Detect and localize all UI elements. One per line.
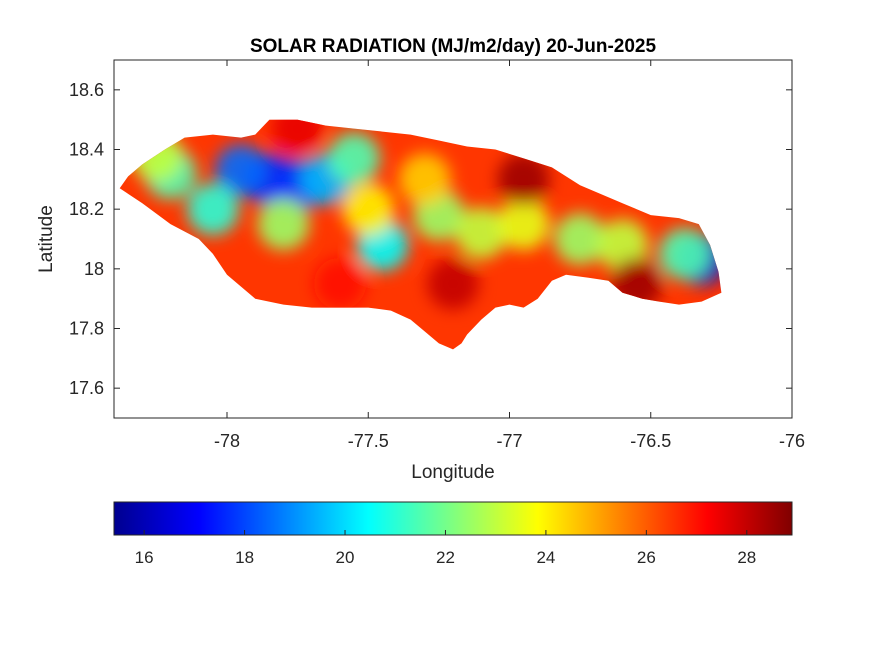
colorbar-tick-label: 18 — [235, 548, 254, 567]
radiation-cell — [186, 183, 239, 236]
chart-title: SOLAR RADIATION (MJ/m2/day) 20-Jun-2025 — [250, 36, 657, 57]
x-tick-label: -77 — [496, 431, 522, 451]
y-axis-label: Latitude — [36, 205, 57, 273]
radiation-cell — [328, 132, 381, 185]
colorbar: 16 18 20 22 24 26 28 — [113, 501, 793, 567]
y-tick-label: 17.6 — [69, 378, 104, 398]
radiation-cell — [342, 183, 395, 236]
radiation-cell — [497, 198, 550, 251]
radiation-cell — [554, 213, 607, 265]
x-axis-ticks: -78 -77.5 -77 -76.5 -76 — [214, 60, 805, 451]
y-tick-label: 18.6 — [69, 80, 104, 100]
radiation-cell — [398, 153, 451, 206]
radiation-cell — [455, 207, 508, 259]
x-tick-label: -78 — [214, 431, 240, 451]
colorbar-ticks: 16 18 20 22 24 26 28 — [135, 530, 756, 567]
x-tick-label: -76 — [779, 431, 805, 451]
radiation-cell — [658, 227, 711, 280]
radiation-cell — [215, 144, 268, 197]
y-tick-label: 17.8 — [69, 319, 104, 339]
radiation-cell — [271, 119, 324, 155]
y-axis-ticks: 17.6 17.8 18 18.2 18.4 18.6 — [69, 80, 792, 398]
colorbar-tick-label: 26 — [637, 548, 656, 567]
y-tick-label: 18 — [84, 259, 104, 279]
x-tick-label: -77.5 — [348, 431, 389, 451]
x-tick-label: -76.5 — [630, 431, 671, 451]
colorbar-tick-label: 20 — [336, 548, 355, 567]
colorbar-tick-label: 22 — [436, 548, 455, 567]
y-tick-label: 18.2 — [69, 199, 104, 219]
colorbar-tick-label: 24 — [536, 548, 555, 567]
colorbar-gradient — [113, 501, 793, 536]
radiation-cell — [427, 257, 479, 310]
colorbar-tick-label: 16 — [135, 548, 154, 567]
colorbar-tick-label: 28 — [737, 548, 756, 567]
y-tick-label: 18.4 — [69, 140, 104, 160]
radiation-cell — [497, 153, 550, 206]
radiation-cell — [257, 198, 310, 251]
x-axis-label: Longitude — [411, 462, 494, 483]
radiation-cell — [314, 257, 366, 310]
